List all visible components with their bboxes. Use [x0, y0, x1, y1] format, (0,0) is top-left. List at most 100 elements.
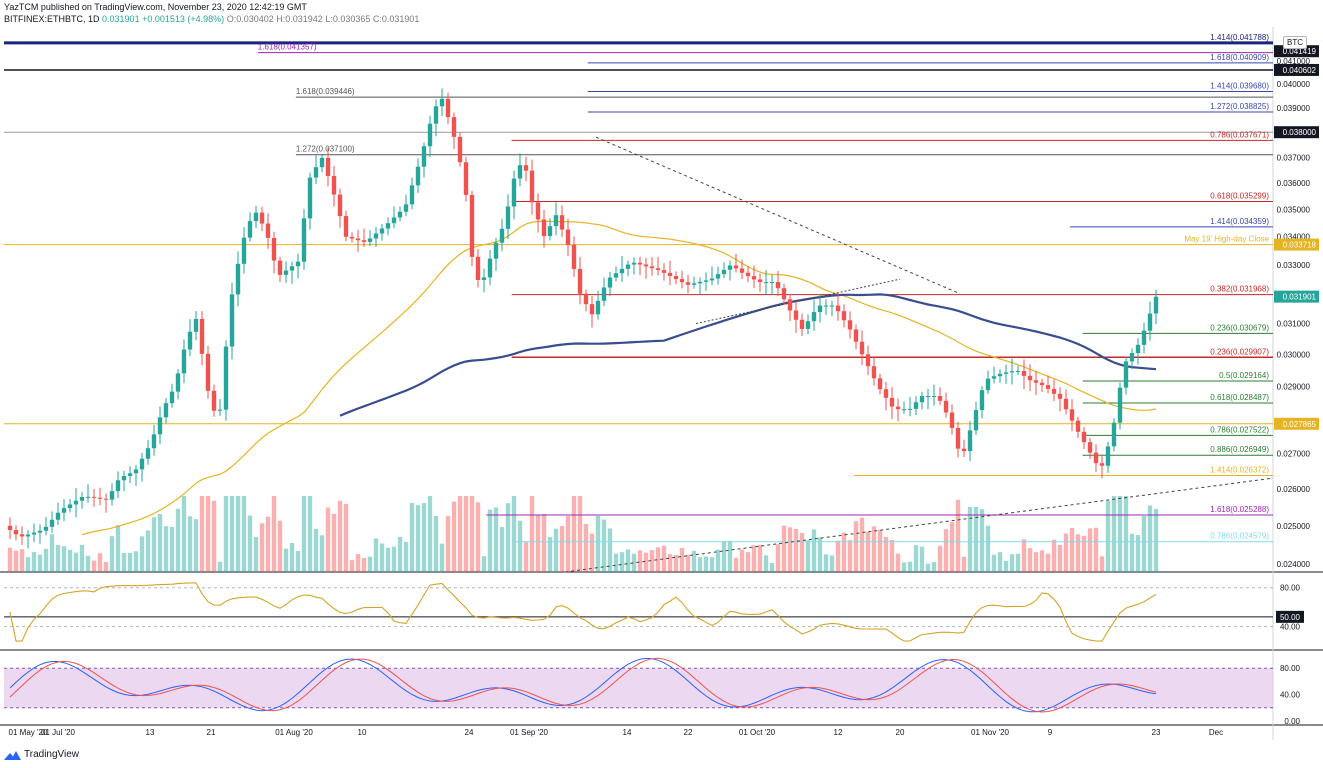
price-tick-label: 0.036000	[1277, 179, 1311, 188]
volume-bar	[643, 552, 649, 572]
candle-body	[307, 177, 313, 219]
candle	[427, 115, 433, 157]
candle	[889, 387, 895, 420]
price-tick-label: 0.039000	[1277, 104, 1311, 113]
candle-body	[283, 270, 289, 275]
candle-body	[997, 373, 1003, 377]
candle-body	[637, 262, 643, 265]
candle-body	[1111, 422, 1117, 447]
volume-bar	[97, 553, 103, 572]
volume-bar	[637, 550, 643, 572]
candle-body	[985, 378, 991, 391]
currency-badge[interactable]: BTC	[1283, 36, 1307, 49]
volume-bar	[355, 554, 361, 572]
volume-bar	[403, 541, 409, 572]
candle-body	[229, 294, 235, 347]
volume-bar	[223, 496, 229, 572]
volume-bar	[535, 515, 541, 572]
candle-body	[547, 226, 553, 237]
candle-body	[535, 202, 541, 220]
rsi-tick-label: 40.00	[1280, 623, 1301, 632]
volume-bar	[427, 496, 433, 572]
price-badge-label: 0.041419	[1283, 47, 1317, 56]
price-badge-label: 0.033718	[1283, 241, 1317, 250]
candle	[223, 340, 229, 421]
candle-body	[445, 98, 451, 118]
candle	[901, 401, 907, 414]
candle	[583, 289, 589, 312]
candle-body	[313, 167, 319, 178]
candle-body	[511, 178, 517, 207]
candle	[727, 260, 733, 281]
candle-body	[697, 281, 703, 284]
candle	[529, 159, 535, 215]
moving-averages	[81, 220, 1157, 536]
candle-body	[607, 277, 613, 288]
candle-body	[7, 525, 13, 531]
time-tick-label: 01 Nov '20	[971, 728, 1010, 737]
candle-body	[589, 304, 595, 315]
candle-body	[403, 204, 409, 212]
time-tick-label: 01 May '20	[9, 728, 48, 737]
candle	[397, 206, 403, 222]
candle	[55, 502, 61, 526]
volume-bar	[1069, 528, 1075, 572]
price-tick-label: 0.027000	[1277, 449, 1311, 458]
candle-body	[43, 526, 49, 531]
volume-bar	[1099, 556, 1105, 572]
volume-bar	[697, 557, 703, 572]
candle	[1081, 426, 1087, 450]
rsi-current-badge	[1276, 610, 1304, 623]
volume-bar	[763, 555, 769, 572]
volume-bar	[817, 537, 823, 572]
volume-bar	[199, 496, 205, 572]
time-tick-label: 14	[623, 728, 632, 737]
volume-bar	[211, 500, 217, 572]
price-tick-label: 0.024000	[1277, 560, 1311, 569]
candle	[37, 524, 43, 544]
candle	[865, 345, 871, 375]
candle-body	[67, 504, 73, 509]
candle-body	[1153, 296, 1159, 314]
candle	[757, 273, 763, 292]
candle-body	[841, 311, 847, 321]
time-tick-label: 23	[1152, 728, 1161, 737]
tradingview-footer[interactable]: TradingView	[4, 749, 79, 760]
candle	[217, 398, 223, 416]
volume-bar	[559, 526, 565, 572]
rsi-line	[9, 582, 1157, 642]
candle	[877, 373, 883, 395]
volume-bar	[715, 549, 721, 572]
volume-bar	[991, 554, 997, 572]
symbol-ohlc-line: BITFINEX:ETHBTC, 1D 0.031901 +0.001513 (…	[4, 14, 419, 24]
volume-bar	[151, 517, 157, 572]
candle-body	[757, 279, 763, 283]
candle-body	[571, 244, 577, 269]
stoch-tick-label: 40.00	[1280, 691, 1301, 700]
candle-body	[187, 331, 193, 350]
candle-body	[139, 458, 145, 470]
volume-bar	[517, 520, 523, 572]
symbol-label[interactable]: BITFINEX:ETHBTC, 1D	[4, 14, 100, 24]
volume-bar	[307, 496, 313, 572]
volume-bar	[91, 560, 97, 572]
volume-bar	[841, 532, 847, 572]
volume-bar	[145, 530, 151, 572]
candle-body	[271, 237, 277, 261]
candle	[1135, 338, 1141, 365]
candle-body	[181, 349, 187, 374]
candle	[277, 256, 283, 283]
candle-body	[415, 166, 421, 186]
candle-body	[151, 434, 157, 449]
candle	[115, 471, 121, 499]
candle	[535, 193, 541, 233]
volume-bar	[439, 543, 445, 572]
level-label: 1.414(0.039680)	[1210, 82, 1269, 91]
candle-body	[367, 238, 373, 242]
candle	[349, 232, 355, 243]
volume-bar	[1003, 560, 1009, 572]
candle-body	[223, 346, 229, 410]
volume-bar	[283, 548, 289, 572]
volume-bar	[217, 561, 223, 572]
